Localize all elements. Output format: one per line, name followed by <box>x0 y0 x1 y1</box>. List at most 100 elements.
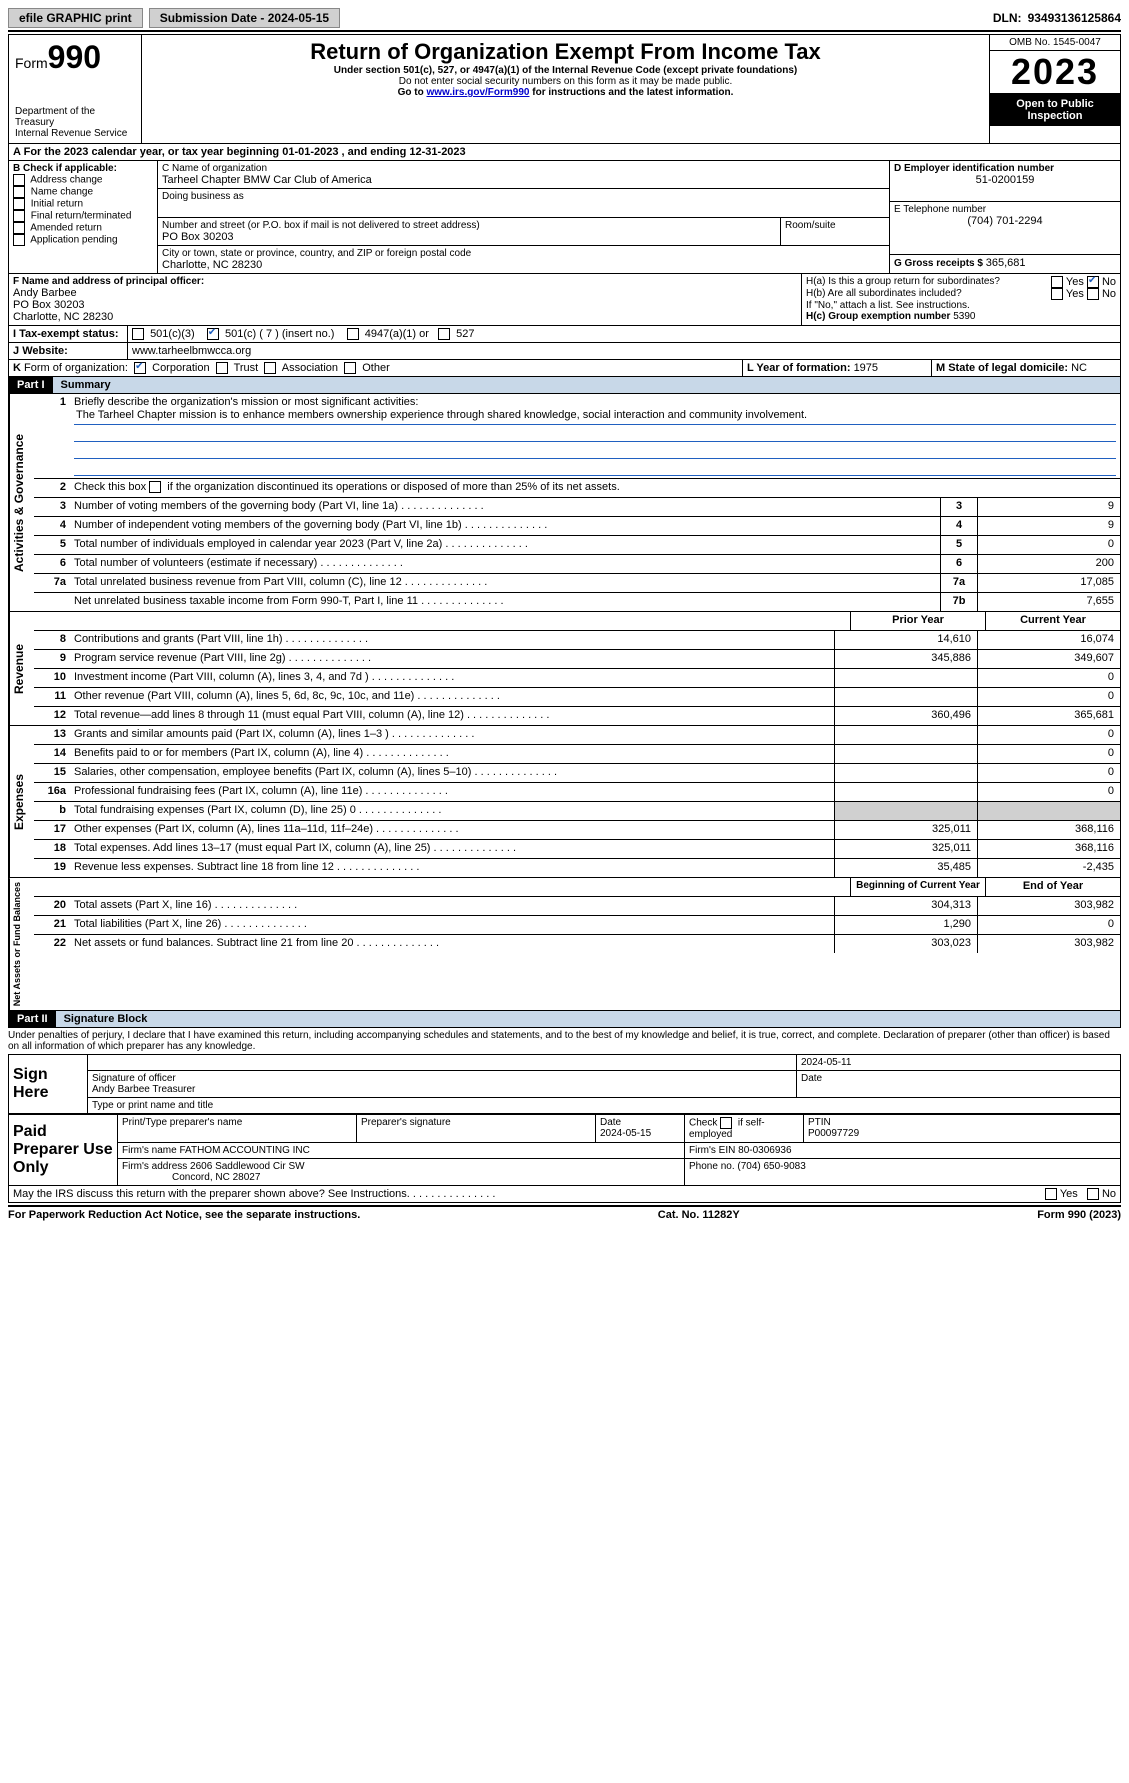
ha-no-checkbox[interactable] <box>1087 276 1099 288</box>
money-line: 16aProfessional fundraising fees (Part I… <box>34 782 1120 801</box>
box-i-label: Tax-exempt status: <box>19 328 118 340</box>
omb-label: OMB No. <box>1009 37 1053 48</box>
box-k-checkbox[interactable] <box>264 362 276 374</box>
discuss-yes-checkbox[interactable] <box>1045 1188 1057 1200</box>
current-value: 16,074 <box>977 631 1120 649</box>
line-box: 7b <box>940 593 977 611</box>
prior-value: 35,485 <box>834 859 977 877</box>
room-label: Room/suite <box>785 220 885 231</box>
line-text: Total expenses. Add lines 13–17 (must eq… <box>70 840 834 858</box>
box-k-checkbox[interactable] <box>134 362 146 374</box>
current-value: 365,681 <box>977 707 1120 725</box>
money-line: bTotal fundraising expenses (Part IX, co… <box>34 801 1120 820</box>
footer-form-post: (2023) <box>1086 1209 1121 1221</box>
q2-checkbox[interactable] <box>149 481 161 493</box>
firm-ein-label: Firm's EIN <box>689 1145 738 1156</box>
527-checkbox[interactable] <box>438 328 450 340</box>
4947-checkbox[interactable] <box>347 328 359 340</box>
box-e-label: E Telephone number <box>894 204 1116 215</box>
box-b-checkbox[interactable] <box>13 186 25 198</box>
box-k-checkbox[interactable] <box>216 362 228 374</box>
box-b-checkbox[interactable] <box>13 174 25 186</box>
yes-text: Yes <box>1066 276 1084 288</box>
opt-501c-pre: 501(c) ( <box>225 328 266 340</box>
prior-value: 304,313 <box>834 897 977 915</box>
box-b-checkbox[interactable] <box>13 222 25 234</box>
officer-addr2: Charlotte, NC 28230 <box>13 311 797 323</box>
officer-addr1: PO Box 30203 <box>13 299 797 311</box>
line-text: Number of voting members of the governin… <box>70 498 940 516</box>
line-text: Total assets (Part X, line 16) <box>70 897 834 915</box>
perjury-declaration: Under penalties of perjury, I declare th… <box>8 1028 1121 1054</box>
section-expenses: Expenses 13Grants and similar amounts pa… <box>8 726 1121 878</box>
goto-pre: Go to <box>398 87 427 98</box>
box-b-checkbox[interactable] <box>13 198 25 210</box>
money-line: 18Total expenses. Add lines 13–17 (must … <box>34 839 1120 858</box>
sign-here-label: Sign Here <box>9 1055 88 1114</box>
ptin-label: PTIN <box>808 1117 831 1128</box>
current-value: 349,607 <box>977 650 1120 668</box>
box-j-label: Website: <box>22 345 68 357</box>
line-text: Total liabilities (Part X, line 26) <box>70 916 834 934</box>
box-k-checkbox[interactable] <box>344 362 356 374</box>
self-emp-cell: Check if self-employed <box>685 1115 804 1143</box>
efile-print-button[interactable]: efile GRAPHIC print <box>8 8 143 28</box>
line-box: 4 <box>940 517 977 535</box>
box-b-checkbox[interactable] <box>13 234 25 246</box>
line-text: Net assets or fund balances. Subtract li… <box>70 935 834 953</box>
hc-label: H(c) Group exemption number <box>806 311 953 322</box>
501c3-checkbox[interactable] <box>132 328 144 340</box>
box-b-checkbox[interactable] <box>13 210 25 222</box>
hb-no-checkbox[interactable] <box>1087 288 1099 300</box>
prior-value <box>834 764 977 782</box>
ptin-value: P00097729 <box>808 1128 859 1139</box>
current-value <box>977 802 1120 820</box>
ha-yes-checkbox[interactable] <box>1051 276 1063 288</box>
form-title: Return of Organization Exempt From Incom… <box>148 39 983 65</box>
line-text: Other expenses (Part IX, column (A), lin… <box>70 821 834 839</box>
current-value: 0 <box>977 916 1120 934</box>
prior-value <box>834 802 977 820</box>
current-value: 0 <box>977 669 1120 687</box>
page-footer: For Paperwork Reduction Act Notice, see … <box>8 1205 1121 1221</box>
hb-yes-checkbox[interactable] <box>1051 288 1063 300</box>
firm-phone: (704) 650-9083 <box>737 1161 805 1172</box>
org-name: Tarheel Chapter BMW Car Club of America <box>162 174 885 186</box>
current-value: 0 <box>977 688 1120 706</box>
vlabel-net: Net Assets or Fund Balances <box>9 878 34 1010</box>
part2-header: Part II Signature Block <box>8 1011 1121 1028</box>
line-value: 9 <box>977 517 1120 535</box>
line-box: 6 <box>940 555 977 573</box>
line-text: Number of independent voting members of … <box>70 517 940 535</box>
line-text: Investment income (Part VIII, column (A)… <box>70 669 834 687</box>
money-line: 14Benefits paid to or for members (Part … <box>34 744 1120 763</box>
period-mid: , and ending <box>342 146 410 158</box>
ssn-warning: Do not enter social security numbers on … <box>148 76 983 87</box>
entity-info-block: B Check if applicable: Address change Na… <box>8 161 1121 274</box>
h-b-answers: Yes No <box>1051 288 1116 300</box>
yes-text-2: Yes <box>1066 288 1084 300</box>
q1-label: Briefly describe the organization's miss… <box>74 396 418 408</box>
box-b-item: Address change <box>13 174 153 186</box>
firm-addr1: 2606 Saddlewood Cir SW <box>190 1161 305 1172</box>
type-name-label: Type or print name and title <box>88 1098 1121 1114</box>
501c-checkbox[interactable] <box>207 328 219 340</box>
money-line: 15Salaries, other compensation, employee… <box>34 763 1120 782</box>
opt-527: 527 <box>456 328 474 340</box>
website-value: www.tarheelbmwcca.org <box>128 343 1120 359</box>
discuss-no-checkbox[interactable] <box>1087 1188 1099 1200</box>
self-employed-checkbox[interactable] <box>720 1117 732 1129</box>
gov-line: 7aTotal unrelated business revenue from … <box>34 573 1120 592</box>
prior-value <box>834 783 977 801</box>
irs-link[interactable]: www.irs.gov/Form990 <box>426 87 529 98</box>
box-b-item: Amended return <box>13 222 153 234</box>
part2-title: Signature Block <box>56 1011 1120 1027</box>
form-990: 990 <box>48 39 101 75</box>
line-box: 5 <box>940 536 977 554</box>
h-b-note: If "No," attach a list. See instructions… <box>806 300 1116 311</box>
gov-line: 4Number of independent voting members of… <box>34 516 1120 535</box>
mission-blank-2 <box>74 442 1116 459</box>
current-value: 0 <box>977 726 1120 744</box>
firm-addr-label: Firm's address <box>122 1161 190 1172</box>
prior-value: 325,011 <box>834 821 977 839</box>
